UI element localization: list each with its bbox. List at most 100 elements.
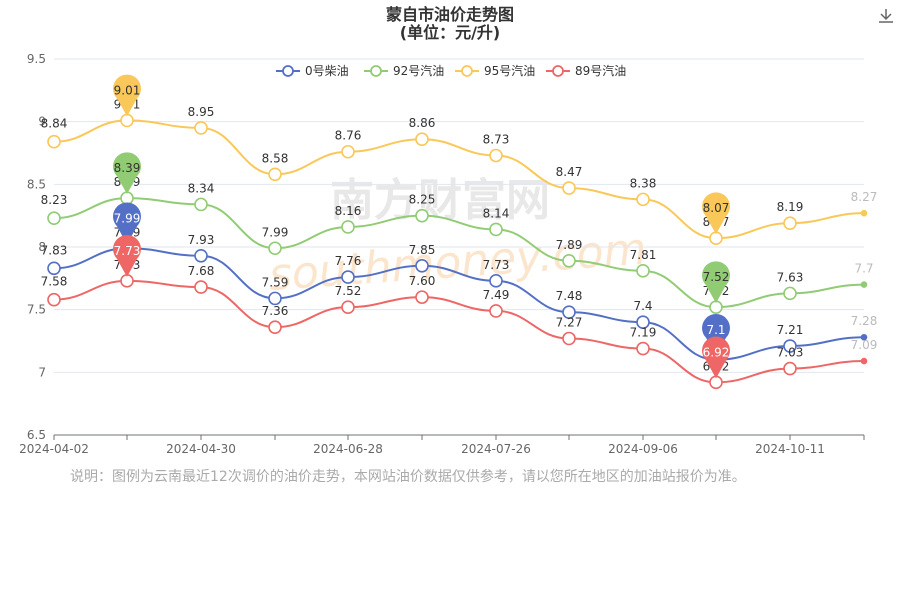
data-label: 8.19 xyxy=(777,200,804,214)
legend-symbol xyxy=(552,65,564,77)
marker-pin xyxy=(702,336,731,379)
data-point xyxy=(783,216,797,230)
data-label: 7.21 xyxy=(777,323,804,337)
data-point xyxy=(562,181,576,195)
data-point xyxy=(783,286,797,301)
y-tick-label: 9.5 xyxy=(27,52,46,66)
marker-pin xyxy=(702,314,731,356)
marker-pin xyxy=(702,192,730,235)
chart-title: 蒙自市油价走势图 xyxy=(386,5,514,24)
data-point xyxy=(341,270,355,284)
data-label: 8.76 xyxy=(335,129,362,143)
data-point xyxy=(860,357,868,365)
legend-item-0[interactable]: 0号柴油 xyxy=(276,64,349,78)
data-label: 7.60 xyxy=(409,274,436,288)
data-label: 8.27 xyxy=(851,190,878,204)
data-point xyxy=(47,292,61,307)
data-label: 7.09 xyxy=(851,338,878,352)
data-label: 7.52 xyxy=(335,284,362,298)
chart-subtitle: (单位：元/升) xyxy=(400,23,500,42)
data-label: 7.68 xyxy=(188,264,215,278)
y-tick-label: 8.5 xyxy=(27,177,46,191)
data-label: 8.95 xyxy=(188,105,215,119)
data-label: 7.73 xyxy=(483,258,510,272)
data-label: 8.14 xyxy=(483,206,510,220)
data-label: 8.58 xyxy=(262,151,289,165)
data-point xyxy=(194,248,208,263)
data-point xyxy=(47,134,61,149)
data-point xyxy=(562,331,576,346)
min-marker: 8.07 xyxy=(702,192,730,235)
x-tick-label: 2024-04-30 xyxy=(166,442,236,456)
series-line-3 xyxy=(53,279,865,384)
marker-label: 6.92 xyxy=(703,345,730,359)
legend[interactable]: 0号柴油 92号汽油 95号汽油 89号汽油 xyxy=(276,63,626,78)
download-icon[interactable] xyxy=(876,6,896,26)
data-label: 7.19 xyxy=(630,326,657,340)
data-point xyxy=(47,261,61,276)
data-point xyxy=(783,339,797,353)
max-marker: 9.01 xyxy=(113,74,142,117)
min-marker: 6.92 xyxy=(702,336,731,379)
data-label: 8.86 xyxy=(409,116,436,130)
max-marker: 8.39 xyxy=(113,152,142,195)
data-point xyxy=(489,274,503,288)
marker-label: 7.73 xyxy=(114,244,141,258)
marker-pin xyxy=(113,74,142,117)
data-label: 7.27 xyxy=(556,315,583,329)
data-point xyxy=(47,211,61,225)
x-tick-label: 2024-10-11 xyxy=(755,442,825,456)
marker-pin xyxy=(113,152,142,195)
y-tick-label: 7 xyxy=(38,365,46,379)
data-label: 8.23 xyxy=(41,193,68,207)
data-point xyxy=(636,264,650,278)
data-label: 7.4 xyxy=(633,299,652,313)
data-point xyxy=(860,281,868,288)
legend-item-1[interactable]: 92号汽油 xyxy=(364,63,444,78)
data-label: 8.84 xyxy=(41,117,68,131)
data-point xyxy=(415,132,429,147)
data-point xyxy=(415,208,429,223)
data-label: 7.58 xyxy=(41,275,68,289)
data-label: 8.34 xyxy=(188,181,215,195)
marker-label: 9.01 xyxy=(114,83,141,97)
markers: 7.99 7.1 8.39 7.52 9.01 8.07 7.73 6.92 xyxy=(113,74,731,379)
data-label: 7.63 xyxy=(777,270,804,284)
data-point xyxy=(341,300,355,314)
legend-label: 0号柴油 xyxy=(305,64,349,78)
data-label: 7.7 xyxy=(854,262,873,276)
min-marker: 7.52 xyxy=(702,261,731,304)
data-label: 7.48 xyxy=(556,289,583,303)
data-point xyxy=(268,167,282,182)
data-label: 8.47 xyxy=(556,165,583,179)
marker-pin xyxy=(113,235,142,277)
data-label: 7.99 xyxy=(262,225,289,239)
data-point xyxy=(341,144,355,159)
data-point xyxy=(194,280,208,294)
x-tick-label: 2024-06-28 xyxy=(313,442,383,456)
marker-label: 7.52 xyxy=(703,270,730,284)
data-point xyxy=(636,192,650,207)
data-point xyxy=(636,341,650,356)
marker-label: 7.1 xyxy=(706,323,725,337)
marker-pin xyxy=(702,261,731,304)
data-point xyxy=(415,258,429,273)
data-point xyxy=(489,148,503,163)
legend-item-3[interactable]: 89号汽油 xyxy=(546,63,626,78)
legend-symbol xyxy=(370,65,382,77)
legend-symbol xyxy=(461,65,473,77)
data-label: 8.38 xyxy=(630,176,657,190)
chart-note: 说明：图例为云南最近12次调价的油价走势，本网站油价数据仅供参考，请以您所在地区… xyxy=(70,469,746,485)
data-point xyxy=(489,304,503,318)
data-label: 7.93 xyxy=(188,233,215,247)
legend-item-2[interactable]: 95号汽油 xyxy=(455,63,535,78)
data-label: 7.89 xyxy=(556,238,583,252)
data-label: 7.76 xyxy=(335,254,362,268)
marker-label: 8.07 xyxy=(703,201,730,215)
data-point xyxy=(268,320,282,335)
data-point xyxy=(562,305,576,319)
data-point xyxy=(341,220,355,234)
data-point xyxy=(415,290,429,304)
data-labels: 7.83 7.99 7.93 7.59 7.76 7.85 7.73 7.48 7.4 7.1 7.… xyxy=(41,97,878,373)
